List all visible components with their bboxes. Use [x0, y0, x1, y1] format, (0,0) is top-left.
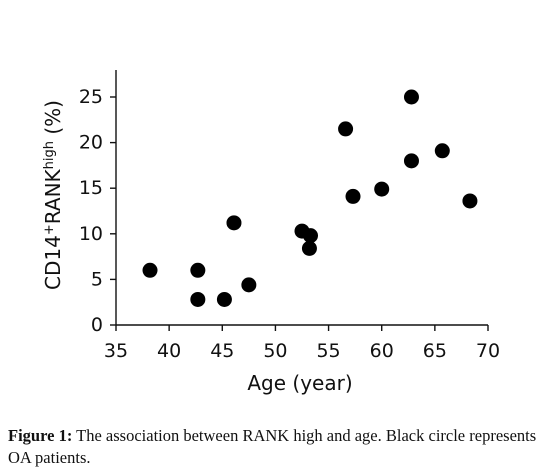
- x-axis-title: Age (year): [247, 371, 352, 395]
- data-point: [241, 277, 257, 293]
- y-tick-label: 0: [91, 314, 103, 336]
- y-axis-title: CD14+RANKhigh (%): [41, 100, 65, 290]
- data-point: [303, 228, 319, 244]
- data-point: [403, 89, 419, 105]
- y-tick-label: 15: [79, 177, 103, 199]
- caption-label: Figure 1:: [8, 426, 73, 445]
- figure-caption: Figure 1: The association between RANK h…: [8, 425, 544, 469]
- x-tick-label: 65: [423, 340, 447, 362]
- y-tick-label: 20: [79, 132, 103, 154]
- data-point: [403, 153, 419, 169]
- x-tick-label: 50: [263, 340, 287, 362]
- data-point: [301, 240, 317, 256]
- x-tick-label: 70: [476, 340, 500, 362]
- x-axis-ticks: 35 40 45 50 55 60 65 70: [104, 325, 500, 362]
- x-tick-label: 55: [316, 340, 340, 362]
- data-point: [216, 291, 232, 307]
- data-point: [190, 291, 206, 307]
- data-point: [462, 193, 478, 209]
- x-tick-label: 45: [210, 340, 234, 362]
- data-point: [345, 188, 361, 204]
- x-tick-label: 35: [104, 340, 128, 362]
- data-point: [190, 262, 206, 278]
- y-axis-ticks: 0 5 10 15 20 25: [79, 86, 116, 336]
- data-point: [434, 143, 450, 159]
- data-point: [226, 215, 242, 231]
- data-point: [338, 121, 354, 137]
- caption-text: The association between RANK high and ag…: [8, 426, 537, 467]
- y-tick-label: 5: [91, 268, 103, 290]
- x-tick-label: 60: [370, 340, 394, 362]
- data-points: [142, 89, 478, 307]
- x-tick-label: 40: [157, 340, 181, 362]
- data-point: [142, 262, 158, 278]
- scatter-chart: 0 5 10 15 20 25 35 40 45 50 55 60 65 70 Age (year) C…: [41, 70, 500, 395]
- data-point: [374, 181, 390, 197]
- y-tick-label: 10: [79, 223, 103, 245]
- y-tick-label: 25: [79, 86, 103, 108]
